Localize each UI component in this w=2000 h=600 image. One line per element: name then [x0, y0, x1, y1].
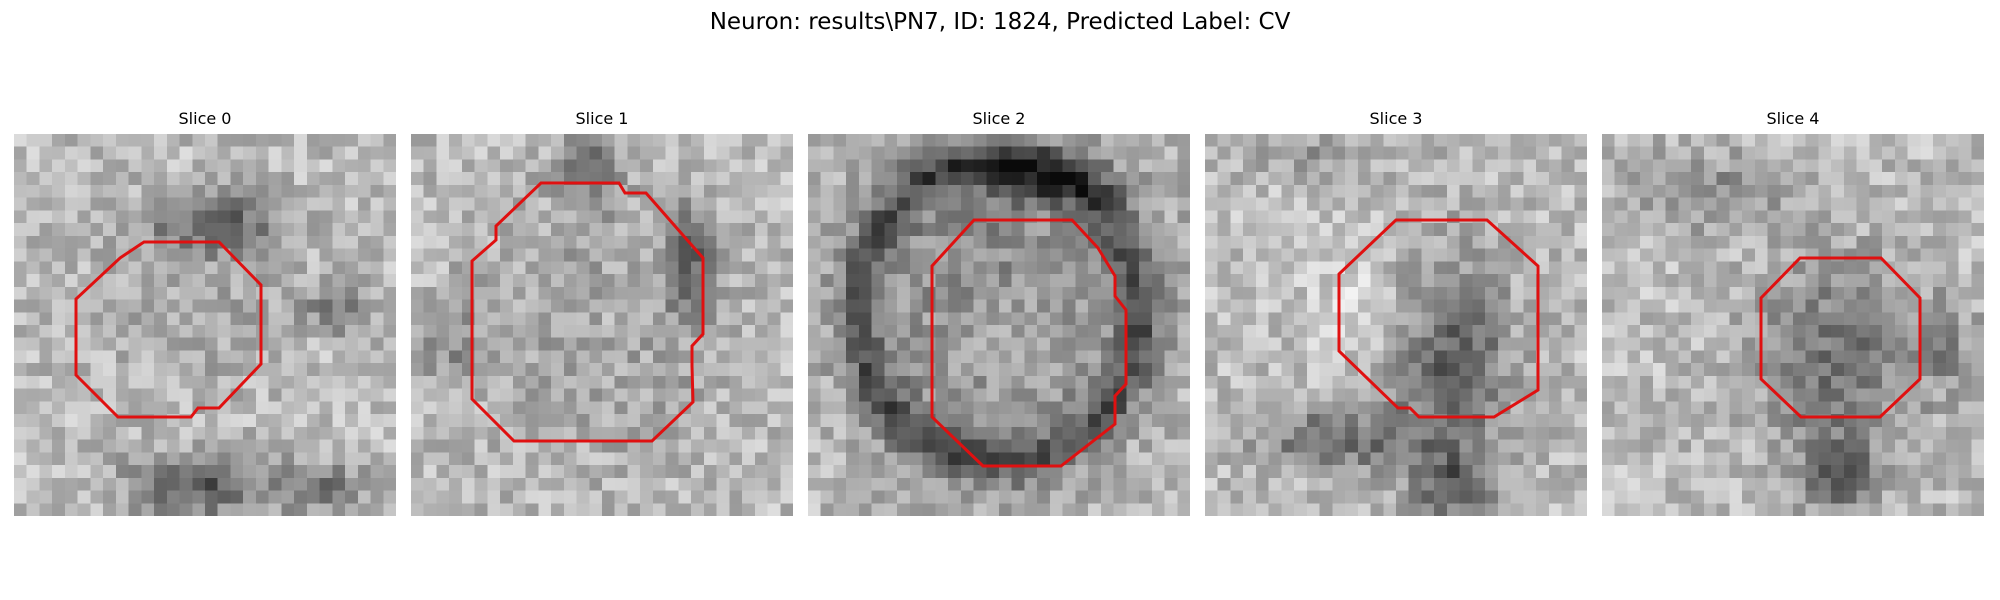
- slice-image: [14, 134, 396, 516]
- slice-title: Slice 1: [575, 109, 629, 128]
- slice-panel-4: Slice 4: [1602, 108, 1984, 521]
- slice-panel-0: Slice 0: [14, 108, 396, 521]
- roi-polygon: [1337, 218, 1540, 419]
- roi-outline: [470, 181, 705, 443]
- roi-outline: [1759, 256, 1922, 419]
- slice-image: [411, 134, 793, 516]
- roi-polygon: [1759, 256, 1922, 419]
- slice-panel-3: Slice 3: [1205, 108, 1587, 521]
- slice-title: Slice 3: [1369, 109, 1423, 128]
- slice-image: [1205, 134, 1587, 516]
- slice-panel-1: Slice 1: [411, 108, 793, 521]
- figure-title: Neuron: results\PN7, ID: 1824, Predicted…: [709, 9, 1291, 35]
- roi-outline: [1337, 218, 1540, 419]
- slice-title: Slice 4: [1766, 109, 1820, 128]
- roi-outline: [74, 240, 263, 419]
- slice-title: Slice 0: [178, 109, 232, 128]
- roi-outline: [930, 218, 1128, 468]
- slice-title: Slice 2: [972, 109, 1026, 128]
- slice-panel-2: Slice 2: [808, 108, 1190, 521]
- roi-polygon: [74, 240, 263, 419]
- roi-polygon: [930, 218, 1128, 468]
- roi-polygon: [470, 181, 705, 443]
